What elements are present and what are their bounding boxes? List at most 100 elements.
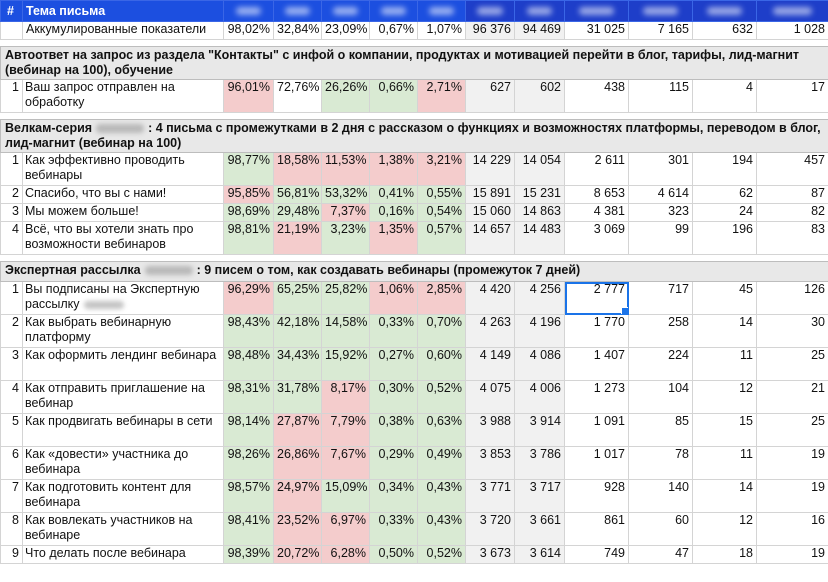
metric-value[interactable]: 1 770 [564,314,629,348]
metric-value[interactable]: 0,38% [369,413,418,447]
metric-value[interactable]: 42,18% [273,314,322,348]
metric-value[interactable]: 115 [628,79,693,113]
metric-value[interactable]: 12 [692,380,757,414]
metric-value[interactable]: 11 [692,347,757,381]
metric-value[interactable]: 3 786 [514,446,565,480]
metric-value[interactable]: 3 673 [465,545,515,564]
metric-value[interactable]: 928 [564,479,629,513]
metric-value[interactable]: 60 [628,512,693,546]
metric-value[interactable]: 627 [465,79,515,113]
metric-value[interactable]: 4 256 [514,281,565,315]
metric-value[interactable]: 30 [756,314,828,348]
metric-value[interactable]: 98,48% [223,347,274,381]
metric-value[interactable]: 14,58% [321,314,370,348]
metric-value[interactable]: 7,37% [321,203,370,222]
metric-value[interactable]: 18 [692,545,757,564]
metric-value[interactable]: 0,30% [369,380,418,414]
metric-value[interactable]: 24,97% [273,479,322,513]
metric-value[interactable]: 1 091 [564,413,629,447]
cumulative-value[interactable]: 23,09% [321,21,370,40]
row-number[interactable]: 6 [0,446,23,480]
metric-value[interactable]: 1 407 [564,347,629,381]
metric-value[interactable]: 3 069 [564,221,629,255]
email-subject[interactable]: Спасибо, что вы с нами! [22,185,224,204]
metric-value[interactable]: 27,87% [273,413,322,447]
metric-value[interactable]: 0,54% [417,203,466,222]
metric-value[interactable]: 14 657 [465,221,515,255]
metric-value[interactable]: 4 006 [514,380,565,414]
metric-value[interactable]: 23,52% [273,512,322,546]
metric-value[interactable]: 15 060 [465,203,515,222]
email-subject[interactable]: Что делать после вебинара [22,545,224,564]
section-title[interactable]: Экспертная рассылка: 9 писем о том, как … [0,261,828,282]
metric-value[interactable]: 602 [514,79,565,113]
metric-value[interactable]: 301 [628,152,693,186]
metric-value[interactable]: 98,31% [223,380,274,414]
email-subject[interactable]: Как «довести» участника до вебинара [22,446,224,480]
row-number[interactable]: 4 [0,221,23,255]
metric-value[interactable]: 2,71% [417,79,466,113]
email-subject[interactable]: Ваш запрос отправлен на обработку [22,79,224,113]
metric-value[interactable]: 3,23% [321,221,370,255]
section-title[interactable]: Автоответ на запрос из раздела "Контакты… [0,46,828,80]
metric-value[interactable]: 11 [692,446,757,480]
metric-value[interactable]: 25,82% [321,281,370,315]
header-column-hidden[interactable] [465,0,515,22]
email-subject[interactable]: Как оформить лендинг вебинара [22,347,224,381]
metric-value[interactable]: 4 614 [628,185,693,204]
cumulative-value[interactable]: 1 028 [756,21,828,40]
metric-value[interactable]: 15 891 [465,185,515,204]
metric-value[interactable]: 24 [692,203,757,222]
cumulative-value[interactable]: 96 376 [465,21,515,40]
metric-value[interactable]: 3 988 [465,413,515,447]
cumulative-value[interactable]: 0,67% [369,21,418,40]
cumulative-index[interactable] [0,21,23,40]
metric-value[interactable]: 4 381 [564,203,629,222]
metric-value[interactable]: 0,41% [369,185,418,204]
metric-value[interactable]: 4 [692,79,757,113]
metric-value[interactable]: 0,52% [417,380,466,414]
metric-value[interactable]: 0,63% [417,413,466,447]
metric-value[interactable]: 8 653 [564,185,629,204]
metric-value[interactable]: 15,92% [321,347,370,381]
metric-value[interactable]: 98,43% [223,314,274,348]
metric-value[interactable]: 3 914 [514,413,565,447]
row-number[interactable]: 9 [0,545,23,564]
metric-value[interactable]: 0,27% [369,347,418,381]
metric-value[interactable]: 95,85% [223,185,274,204]
metric-value[interactable]: 104 [628,380,693,414]
metric-value[interactable]: 98,69% [223,203,274,222]
metric-value[interactable]: 126 [756,281,828,315]
row-number[interactable]: 5 [0,413,23,447]
metric-value[interactable]: 0,70% [417,314,466,348]
email-subject[interactable]: Как продвигать вебинары в сети [22,413,224,447]
metric-value[interactable]: 0,52% [417,545,466,564]
header-column-hidden[interactable] [369,0,418,22]
row-number[interactable]: 1 [0,281,23,315]
header-column-hidden[interactable] [628,0,693,22]
cumulative-value[interactable]: 98,02% [223,21,274,40]
row-number[interactable]: 3 [0,347,23,381]
metric-value[interactable]: 3 661 [514,512,565,546]
metric-value[interactable]: 96,29% [223,281,274,315]
metric-value[interactable]: 98,26% [223,446,274,480]
metric-value[interactable]: 258 [628,314,693,348]
metric-value[interactable]: 16 [756,512,828,546]
header-column-hidden[interactable] [692,0,757,22]
email-subject[interactable]: Как вовлекать участников на вебинаре [22,512,224,546]
row-number[interactable]: 1 [0,152,23,186]
metric-value[interactable]: 0,33% [369,512,418,546]
metric-value[interactable]: 0,16% [369,203,418,222]
metric-value[interactable]: 2 777 [564,281,629,315]
metric-value[interactable]: 56,81% [273,185,322,204]
metric-value[interactable]: 26,86% [273,446,322,480]
metric-value[interactable]: 438 [564,79,629,113]
metric-value[interactable]: 98,77% [223,152,274,186]
metric-value[interactable]: 19 [756,446,828,480]
metric-value[interactable]: 11,53% [321,152,370,186]
metric-value[interactable]: 17 [756,79,828,113]
metric-value[interactable]: 0,29% [369,446,418,480]
metric-value[interactable]: 15,09% [321,479,370,513]
metric-value[interactable]: 14 [692,479,757,513]
metric-value[interactable]: 78 [628,446,693,480]
